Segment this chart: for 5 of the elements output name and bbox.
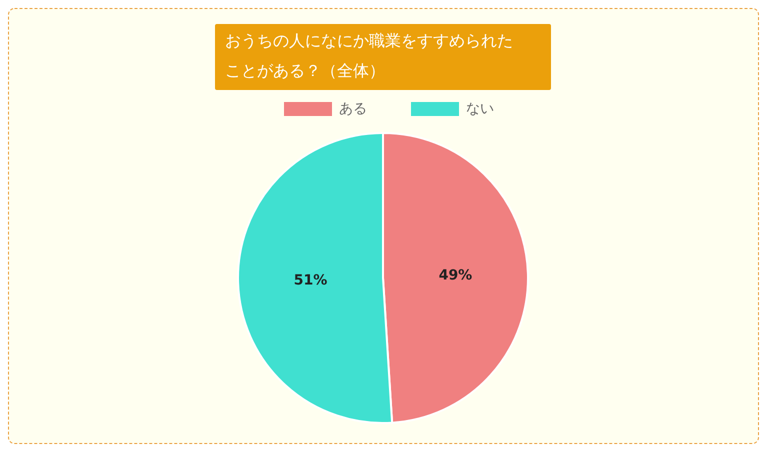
legend-label: ある — [339, 101, 367, 117]
legend-label: ない — [466, 101, 494, 117]
data-label: 51% — [294, 272, 328, 288]
data-label: 49% — [438, 268, 472, 284]
chart-title: おうちの人になにか職業をすすめられたことがある？（全体） — [225, 31, 513, 80]
